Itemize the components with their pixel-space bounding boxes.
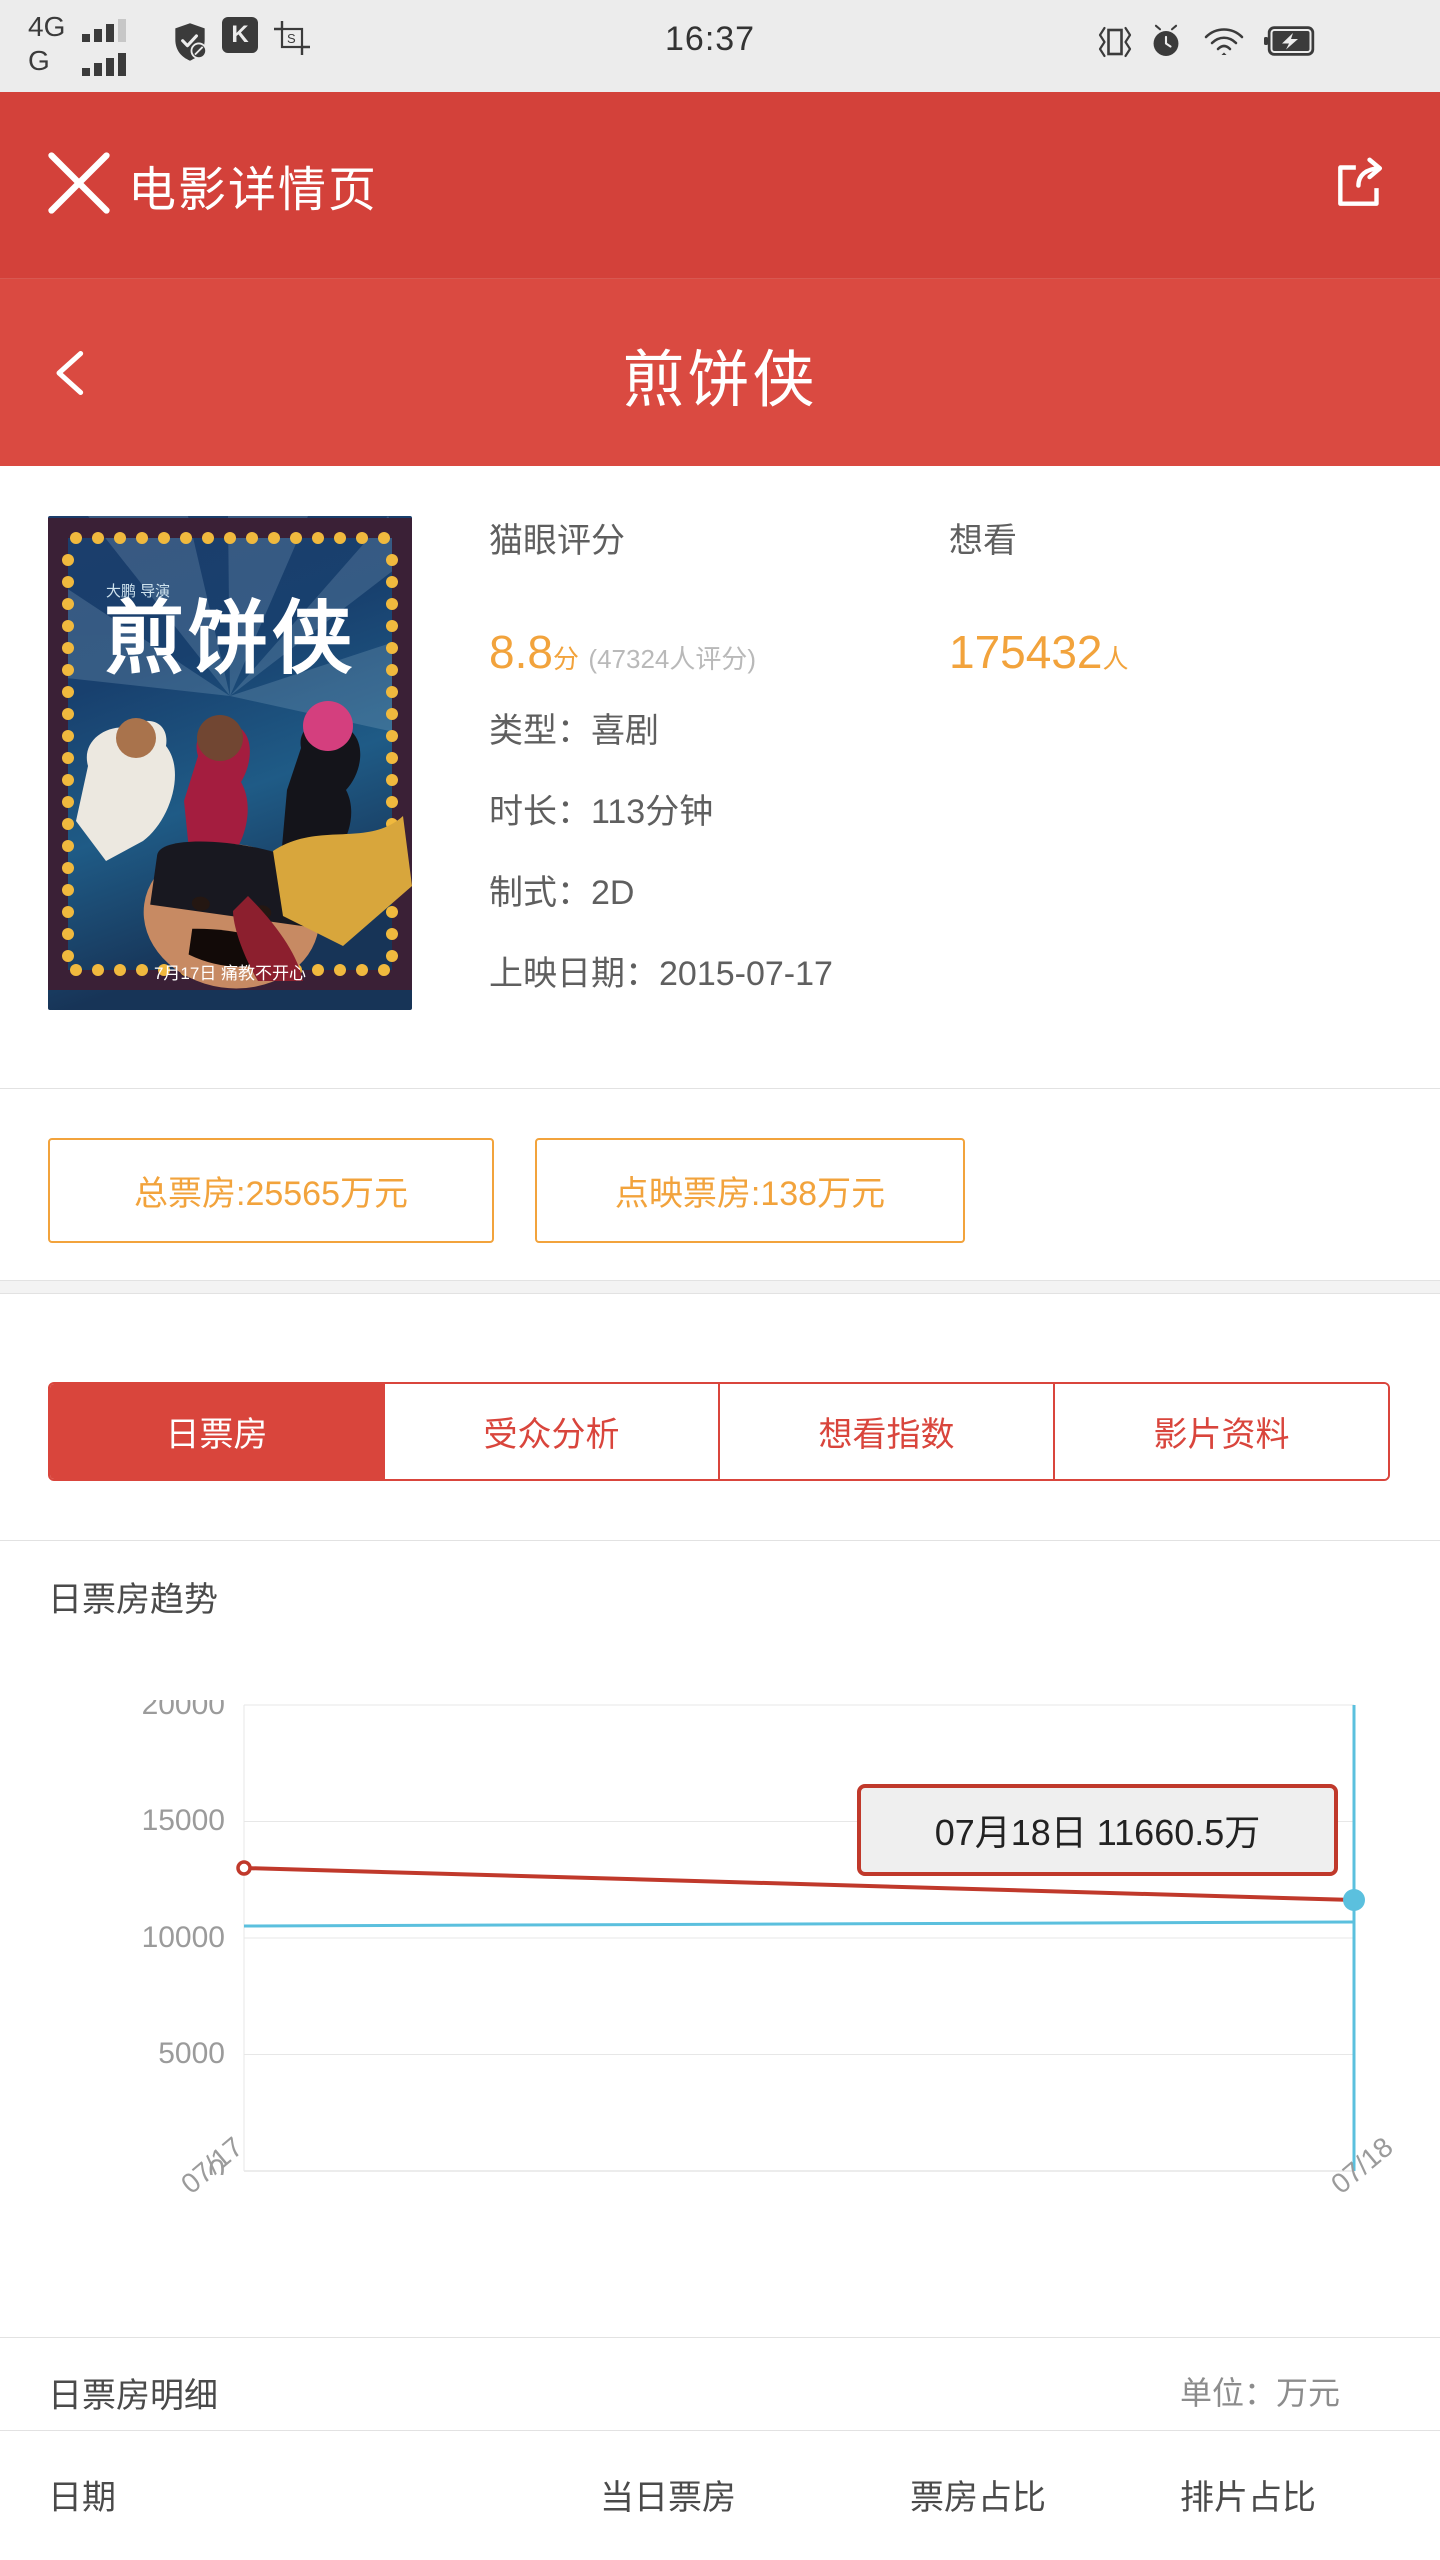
svg-text:煎饼侠: 煎饼侠 [104, 594, 356, 683]
svg-text:7月17日 痛教不开心: 7月17日 痛教不开心 [154, 964, 306, 983]
svg-text:5000: 5000 [158, 2037, 225, 2070]
svg-text:10000: 10000 [142, 1921, 225, 1954]
svg-text:20000: 20000 [142, 1700, 225, 1721]
svg-text:S: S [287, 31, 296, 46]
svg-text:15000: 15000 [142, 1804, 225, 1837]
svg-text:大鹏 导演: 大鹏 导演 [106, 583, 170, 600]
